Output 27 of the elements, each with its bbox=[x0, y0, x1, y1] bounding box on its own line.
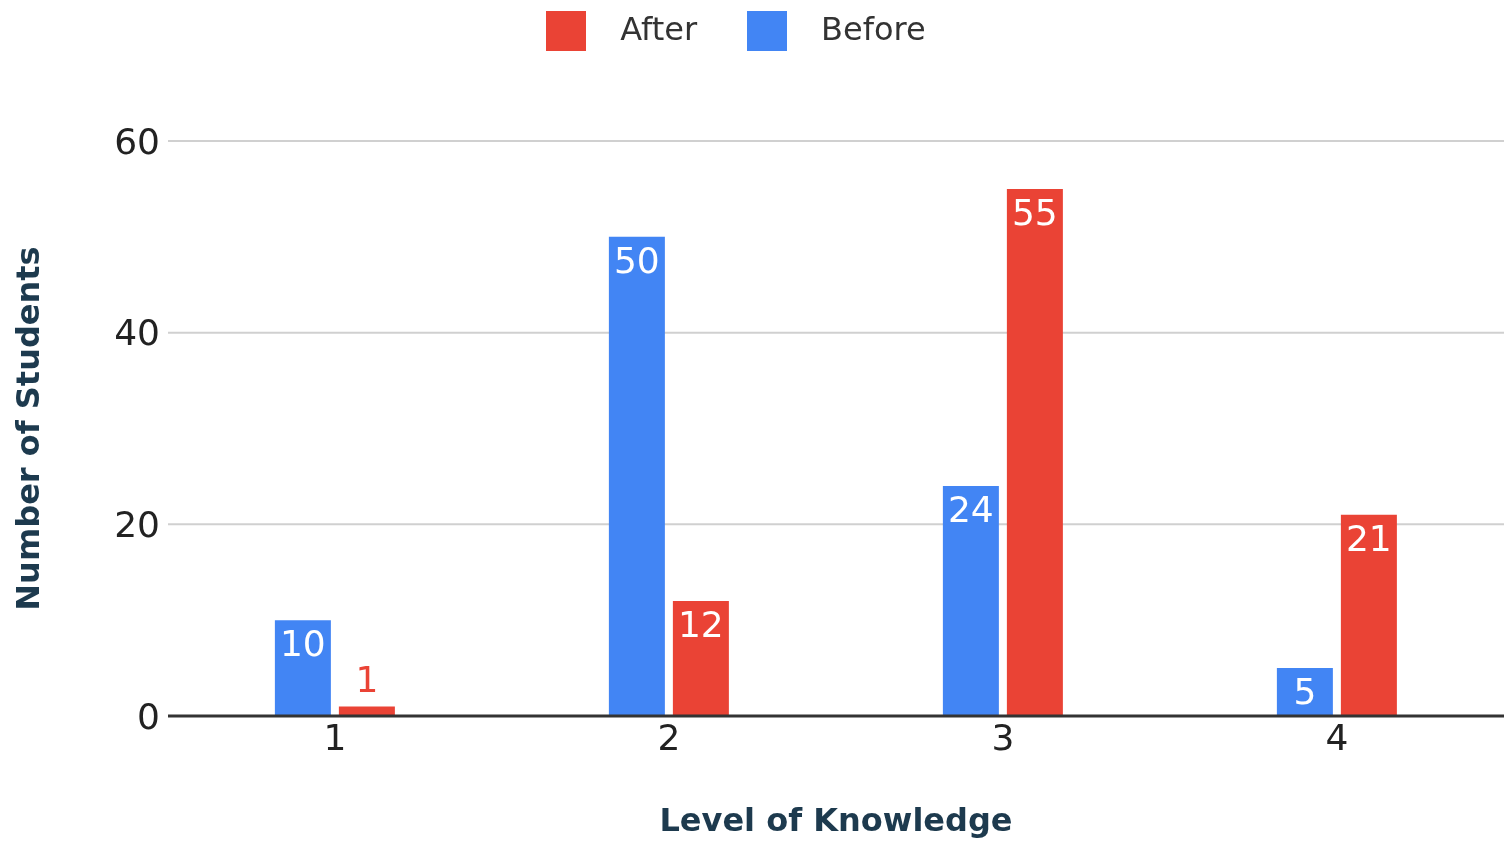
y-tick-label: 20 bbox=[114, 504, 160, 546]
data-label: 1 bbox=[355, 659, 379, 701]
x-tick-label: 2 bbox=[657, 716, 681, 758]
y-tick-label: 40 bbox=[114, 312, 160, 354]
bar bbox=[608, 236, 665, 716]
data-label: 10 bbox=[279, 623, 326, 665]
legend-label: Before bbox=[821, 10, 926, 48]
bar bbox=[1340, 514, 1397, 716]
legend-label: After bbox=[620, 10, 698, 48]
data-label: 21 bbox=[1345, 517, 1392, 559]
x-tick-label: 1 bbox=[323, 716, 347, 758]
data-label: 12 bbox=[677, 604, 724, 645]
data-label: 50 bbox=[613, 239, 660, 281]
bar bbox=[672, 601, 729, 716]
data-label: 5 bbox=[1293, 671, 1317, 713]
x-tick-label: 4 bbox=[1325, 716, 1349, 758]
data-label: 55 bbox=[1011, 191, 1058, 233]
x-tick-label: 3 bbox=[991, 716, 1015, 758]
data-label: 24 bbox=[947, 489, 994, 530]
y-axis-title: Number of Students bbox=[9, 246, 48, 611]
x-axis-title: Level of Knowledge bbox=[659, 801, 1013, 839]
bar bbox=[1006, 188, 1063, 716]
bar bbox=[942, 486, 999, 716]
bar bbox=[338, 706, 395, 716]
bar bbox=[274, 620, 331, 716]
y-tick-label: 60 bbox=[114, 120, 160, 162]
y-tick-label: 0 bbox=[137, 695, 160, 737]
